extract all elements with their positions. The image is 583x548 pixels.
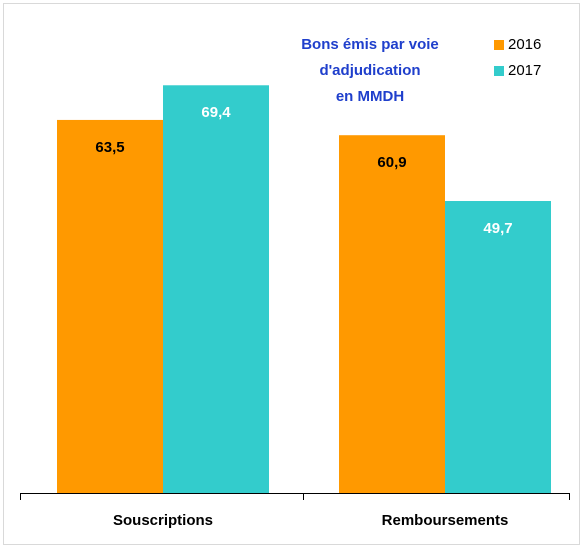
chart-title: en MMDH [336,88,404,105]
legend-label: 2016 [508,36,541,53]
chart-title: d'adjudication [319,62,420,79]
value-label: 69,4 [201,104,231,121]
bar [445,201,551,493]
bar [339,135,445,493]
legend-swatch [494,40,504,50]
bar [163,85,269,494]
value-label: 63,5 [95,139,124,156]
x-tick-label: Souscriptions [113,512,213,529]
bar [57,119,163,493]
value-label: 49,7 [483,220,512,237]
legend-swatch [494,66,504,76]
value-label: 60,9 [377,154,406,171]
x-tick-label: Remboursements [382,512,509,529]
chart-title: Bons émis par voie [301,36,439,53]
legend-label: 2017 [508,62,541,79]
